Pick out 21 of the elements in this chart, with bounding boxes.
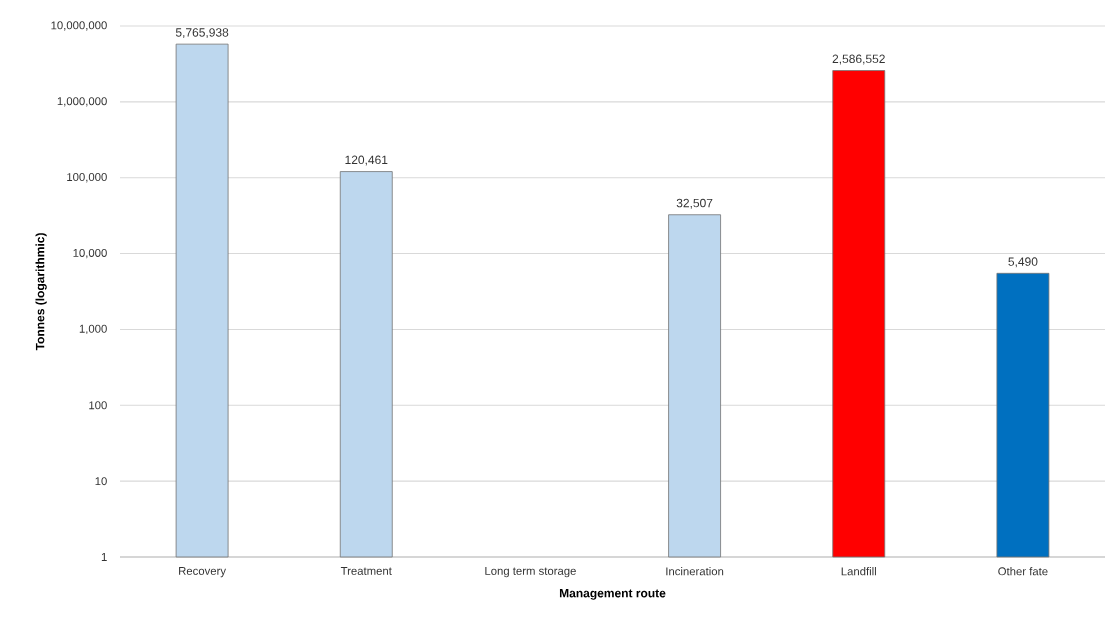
y-tick-label: 1,000,000 (57, 97, 107, 107)
x-axis-title: Management route (559, 589, 666, 600)
x-tick-label: Treatment (340, 567, 392, 575)
data-label: 5,765,938 (175, 28, 229, 39)
y-tick-label: 1 (101, 553, 107, 561)
data-label: 120,461 (345, 155, 388, 166)
x-tick-label: Long term storage (485, 567, 576, 578)
x-tick-label: Recovery (179, 567, 226, 578)
x-tick-label: Incineration (666, 567, 724, 576)
data-label: 5,490 (1008, 257, 1038, 268)
data-label: 2,586,552 (832, 54, 885, 65)
x-tick-label: Other fate (998, 567, 1048, 576)
y-tick-label: 100 (89, 401, 107, 410)
y-tick-label: 10 (95, 477, 107, 486)
x-tick-label: Landfill (841, 567, 876, 576)
data-label: 32,507 (676, 198, 713, 209)
y-tick-label: 1,000 (79, 324, 107, 335)
y-tick-label: 100,000 (67, 173, 107, 183)
y-axis-title: Tonnes (logarithmic) (35, 233, 47, 351)
y-tick-label: 10,000 (73, 248, 107, 259)
y-tick-label: 10,000,000 (51, 21, 107, 31)
